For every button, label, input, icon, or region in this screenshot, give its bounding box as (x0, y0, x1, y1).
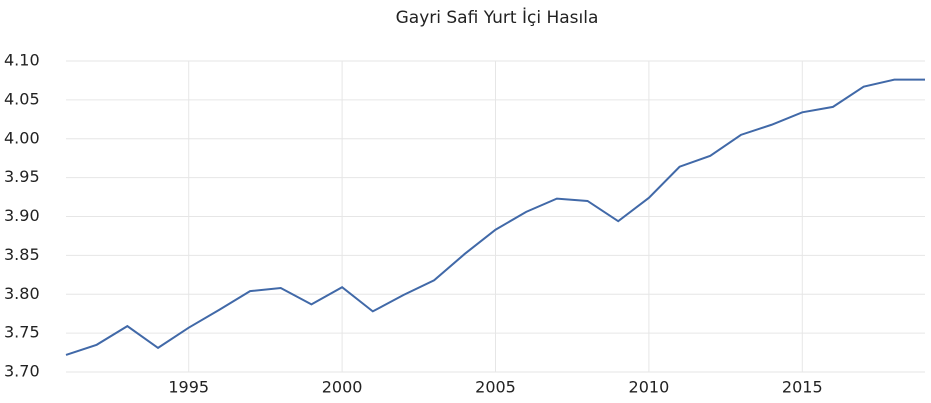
y-tick-label: 4.10 (4, 51, 40, 70)
y-tick-label: 3.85 (4, 245, 40, 264)
x-tick-label: 1995 (168, 378, 209, 397)
x-tick-label: 2005 (475, 378, 516, 397)
y-tick-label: 3.90 (4, 206, 40, 225)
y-tick-label: 3.95 (4, 167, 40, 186)
y-tick-label: 3.70 (4, 362, 40, 381)
x-tick-label: 2015 (782, 378, 823, 397)
y-tick-label: 3.80 (4, 284, 40, 303)
chart-title: Gayri Safi Yurt İçi Hasıla (396, 7, 599, 28)
x-tick-label: 2000 (322, 378, 363, 397)
y-tick-label: 4.00 (4, 128, 40, 147)
y-tick-label: 3.75 (4, 323, 40, 342)
x-tick-label: 2010 (629, 378, 670, 397)
y-tick-label: 4.05 (4, 89, 40, 108)
line (65, 78, 925, 356)
